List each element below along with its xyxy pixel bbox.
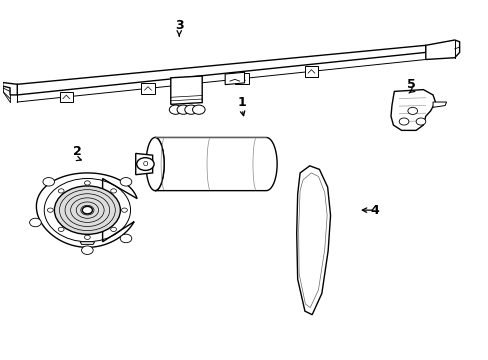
Circle shape xyxy=(407,107,417,114)
Circle shape xyxy=(169,105,182,114)
Text: 1: 1 xyxy=(237,95,246,108)
Circle shape xyxy=(84,181,90,185)
Circle shape xyxy=(30,218,41,227)
Circle shape xyxy=(54,186,120,234)
Circle shape xyxy=(81,246,93,255)
Polygon shape xyxy=(224,72,244,85)
Circle shape xyxy=(120,234,132,243)
Text: 5: 5 xyxy=(406,78,415,91)
Text: 2: 2 xyxy=(73,145,82,158)
Polygon shape xyxy=(390,90,435,130)
Polygon shape xyxy=(80,242,95,244)
Circle shape xyxy=(58,227,64,231)
Text: O: O xyxy=(142,161,148,167)
Polygon shape xyxy=(3,82,17,95)
Circle shape xyxy=(415,118,425,125)
Polygon shape xyxy=(304,66,318,77)
Text: 3: 3 xyxy=(175,19,183,32)
Circle shape xyxy=(120,177,132,186)
Polygon shape xyxy=(136,153,152,175)
Circle shape xyxy=(110,227,116,231)
Polygon shape xyxy=(60,91,73,102)
Circle shape xyxy=(58,189,64,193)
Text: 4: 4 xyxy=(370,204,379,217)
Polygon shape xyxy=(432,102,446,107)
Circle shape xyxy=(84,235,90,239)
Circle shape xyxy=(122,208,127,212)
Circle shape xyxy=(110,189,116,193)
Polygon shape xyxy=(17,45,425,95)
Circle shape xyxy=(192,105,204,114)
Circle shape xyxy=(82,206,92,214)
Circle shape xyxy=(184,105,197,114)
Polygon shape xyxy=(170,76,202,104)
Polygon shape xyxy=(141,83,155,94)
Circle shape xyxy=(398,118,408,125)
Circle shape xyxy=(43,177,55,186)
Ellipse shape xyxy=(146,138,164,191)
Polygon shape xyxy=(36,173,137,247)
Circle shape xyxy=(47,208,53,212)
Circle shape xyxy=(137,158,154,170)
Circle shape xyxy=(177,105,189,114)
Polygon shape xyxy=(155,138,277,191)
Polygon shape xyxy=(235,73,248,84)
Polygon shape xyxy=(296,166,330,315)
Polygon shape xyxy=(425,40,459,59)
